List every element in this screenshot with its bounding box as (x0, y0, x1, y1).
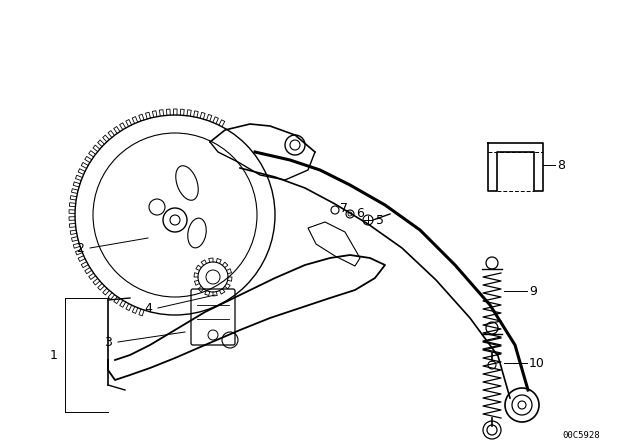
Text: 2: 2 (76, 241, 84, 254)
Text: 10: 10 (529, 357, 545, 370)
Text: 1: 1 (50, 349, 58, 362)
Text: 00C5928: 00C5928 (563, 431, 600, 440)
Polygon shape (308, 222, 360, 266)
Text: 9: 9 (529, 284, 537, 297)
Text: 4: 4 (144, 302, 152, 314)
Text: 3: 3 (104, 336, 112, 349)
Text: 5: 5 (376, 214, 384, 227)
Text: 8: 8 (557, 159, 565, 172)
Text: 7: 7 (340, 202, 348, 215)
Text: 6: 6 (356, 207, 364, 220)
